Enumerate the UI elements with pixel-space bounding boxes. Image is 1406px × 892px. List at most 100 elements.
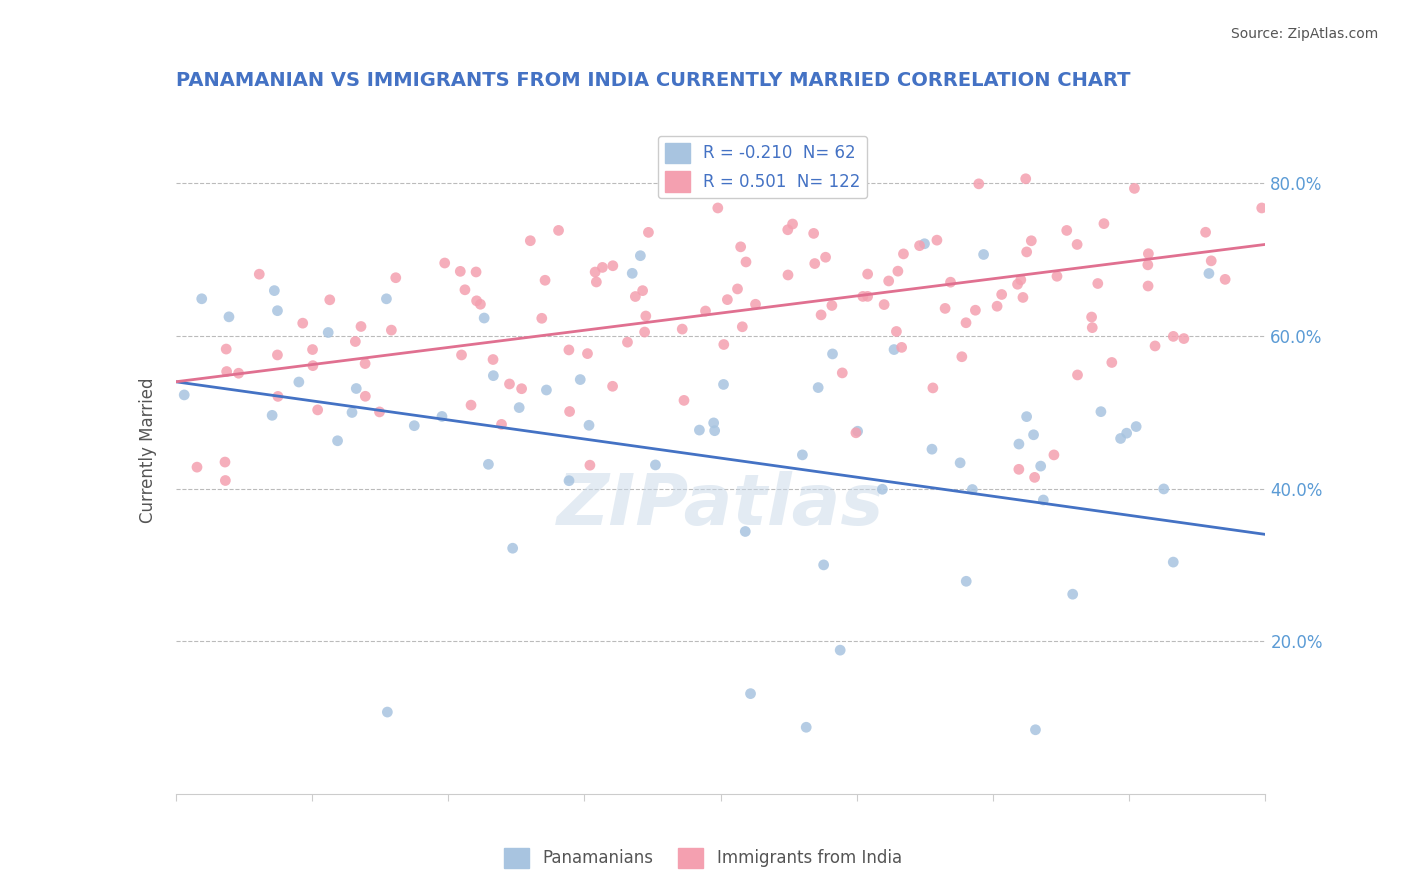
Point: [307, 403, 329, 417]
Point: [1194, 225, 1216, 239]
Point: [266, 348, 288, 362]
Point: [939, 275, 962, 289]
Point: [792, 448, 814, 462]
Point: [893, 247, 915, 261]
Point: [621, 266, 644, 280]
Point: [344, 334, 367, 349]
Point: [776, 223, 799, 237]
Point: [890, 340, 912, 354]
Point: [477, 458, 499, 472]
Point: [922, 381, 945, 395]
Point: [1101, 355, 1123, 369]
Point: [934, 301, 956, 316]
Point: [1056, 223, 1078, 237]
Point: [1115, 426, 1137, 441]
Point: [914, 236, 936, 251]
Point: [583, 265, 606, 279]
Point: [967, 177, 990, 191]
Point: [616, 335, 638, 350]
Point: [482, 368, 505, 383]
Point: [873, 297, 896, 311]
Point: [821, 298, 844, 312]
Point: [430, 409, 453, 424]
Point: [624, 289, 647, 303]
Point: [852, 289, 875, 303]
Legend: Panamanians, Immigrants from India: Panamanians, Immigrants from India: [498, 841, 908, 875]
Point: [1213, 272, 1236, 286]
Point: [482, 352, 505, 367]
Point: [695, 304, 717, 318]
Point: [1012, 290, 1035, 304]
Point: [1066, 368, 1088, 382]
Point: [508, 401, 530, 415]
Point: [671, 322, 693, 336]
Point: [713, 377, 735, 392]
Point: [814, 250, 837, 264]
Point: [302, 359, 325, 373]
Point: [288, 375, 311, 389]
Point: [1007, 277, 1029, 292]
Point: [472, 311, 495, 326]
Point: [404, 418, 426, 433]
Point: [1161, 555, 1184, 569]
Point: [1080, 310, 1102, 324]
Point: [949, 456, 972, 470]
Point: [883, 343, 905, 357]
Point: [558, 404, 581, 418]
Point: [267, 389, 290, 403]
Point: [186, 460, 208, 475]
Point: [1125, 419, 1147, 434]
Point: [1144, 339, 1167, 353]
Point: [1123, 181, 1146, 195]
Point: [576, 346, 599, 360]
Point: [190, 292, 212, 306]
Point: [247, 267, 270, 281]
Point: [368, 405, 391, 419]
Point: [602, 259, 624, 273]
Point: [813, 558, 835, 572]
Point: [465, 293, 488, 308]
Point: [569, 373, 592, 387]
Point: [547, 223, 569, 237]
Point: [316, 326, 339, 340]
Point: [734, 524, 756, 539]
Point: [558, 474, 581, 488]
Point: [578, 418, 600, 433]
Point: [856, 289, 879, 303]
Point: [502, 541, 524, 556]
Point: [830, 643, 852, 657]
Point: [384, 270, 406, 285]
Point: [637, 226, 659, 240]
Point: [628, 249, 651, 263]
Point: [845, 425, 868, 440]
Point: [803, 256, 825, 270]
Point: [633, 325, 655, 339]
Point: [990, 287, 1012, 301]
Point: [228, 366, 250, 380]
Point: [707, 201, 730, 215]
Point: [872, 483, 894, 497]
Point: [672, 393, 695, 408]
Point: [266, 303, 288, 318]
Point: [319, 293, 342, 307]
Point: [688, 423, 710, 437]
Point: [831, 366, 853, 380]
Point: [965, 303, 987, 318]
Point: [536, 383, 558, 397]
Point: [344, 382, 367, 396]
Point: [986, 299, 1008, 313]
Point: [634, 309, 657, 323]
Point: [1010, 273, 1032, 287]
Point: [301, 343, 323, 357]
Point: [1015, 244, 1038, 259]
Point: [350, 319, 373, 334]
Point: [886, 325, 908, 339]
Point: [1015, 171, 1038, 186]
Point: [450, 348, 472, 362]
Point: [703, 424, 725, 438]
Point: [214, 455, 236, 469]
Point: [716, 293, 738, 307]
Point: [1022, 427, 1045, 442]
Point: [955, 316, 977, 330]
Point: [731, 319, 754, 334]
